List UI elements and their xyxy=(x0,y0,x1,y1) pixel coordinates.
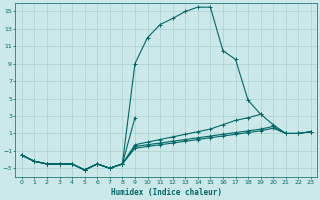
X-axis label: Humidex (Indice chaleur): Humidex (Indice chaleur) xyxy=(111,188,222,197)
